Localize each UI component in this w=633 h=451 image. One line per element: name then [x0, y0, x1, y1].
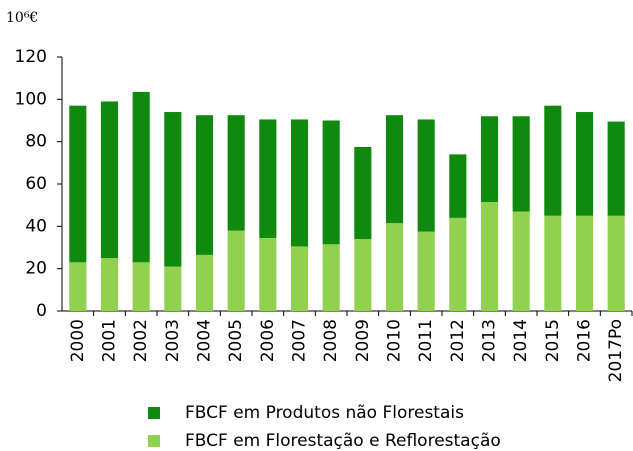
- bar-segment: [132, 262, 150, 311]
- x-tick-label: 2006: [258, 319, 278, 362]
- x-tick-label: 2003: [163, 319, 183, 362]
- bar-segment: [227, 115, 245, 231]
- bar-segment: [322, 244, 340, 311]
- bar-segment: [290, 246, 309, 311]
- bar-segment: [480, 116, 499, 202]
- bar-segment: [164, 112, 182, 267]
- bar-segment: [100, 101, 119, 259]
- legend-swatch: [148, 435, 160, 447]
- bar-segment: [512, 116, 530, 212]
- bar-segment: [195, 115, 214, 255]
- bar-segment: [385, 115, 404, 224]
- y-tick-label: 0: [36, 301, 47, 321]
- legend-swatch: [148, 407, 160, 419]
- bar-segment: [449, 154, 467, 218]
- x-tick-label: 2014: [511, 319, 531, 362]
- bar-segment: [164, 266, 182, 311]
- x-tick-label: 2009: [353, 319, 373, 362]
- bar-segment: [227, 230, 245, 311]
- x-tick-label: 2002: [131, 319, 151, 362]
- bar-segment: [575, 112, 594, 216]
- x-tick-label: 2015: [543, 319, 563, 362]
- bar-segment: [449, 217, 467, 311]
- x-tick-label: 2017Po: [606, 319, 626, 382]
- bar-segment: [354, 239, 372, 311]
- x-tick-label: 2005: [226, 319, 246, 362]
- x-tick-label: 2016: [575, 319, 595, 362]
- x-tick-label: 2012: [448, 319, 468, 362]
- legend-label: FBCF em Florestação e Reflorestação: [185, 431, 501, 451]
- bar-segment: [544, 105, 562, 216]
- bar-segment: [322, 120, 340, 245]
- bar-segment: [575, 215, 594, 311]
- bar-segment: [69, 262, 87, 311]
- bar-segment: [512, 211, 530, 311]
- y-tick-label: 20: [25, 259, 47, 279]
- unit-label: 10⁶€: [6, 10, 38, 26]
- x-tick-label: 2000: [68, 319, 88, 362]
- bar-segment: [607, 215, 625, 311]
- bar-segment: [290, 119, 309, 247]
- x-tick-label: 2004: [195, 319, 215, 362]
- bar-segment: [480, 201, 499, 311]
- x-tick-label: 2010: [385, 319, 405, 362]
- bar-segment: [259, 119, 277, 238]
- legend-label: FBCF em Produtos não Florestais: [185, 403, 464, 423]
- bar-segment: [69, 105, 87, 263]
- bar-segment: [385, 223, 404, 311]
- bar-segment: [132, 91, 150, 263]
- bar-segment: [417, 231, 435, 311]
- bar-segment: [195, 254, 214, 311]
- x-tick-label: 2013: [480, 319, 500, 362]
- y-tick-label: 60: [25, 174, 47, 194]
- bar-segment: [354, 146, 372, 240]
- bar-segment: [544, 215, 562, 311]
- bar-segment: [607, 121, 625, 216]
- x-tick-label: 2001: [100, 319, 120, 362]
- y-tick-label: 120: [15, 47, 47, 67]
- y-tick-label: 100: [15, 89, 47, 109]
- bar-segment: [417, 119, 435, 232]
- bar-segment: [100, 258, 119, 311]
- y-tick-label: 40: [25, 216, 47, 236]
- x-tick-label: 2011: [416, 319, 436, 362]
- y-tick-label: 80: [25, 132, 47, 152]
- x-tick-label: 2008: [321, 319, 341, 362]
- x-tick-label: 2007: [290, 319, 310, 362]
- bar-segment: [259, 237, 277, 311]
